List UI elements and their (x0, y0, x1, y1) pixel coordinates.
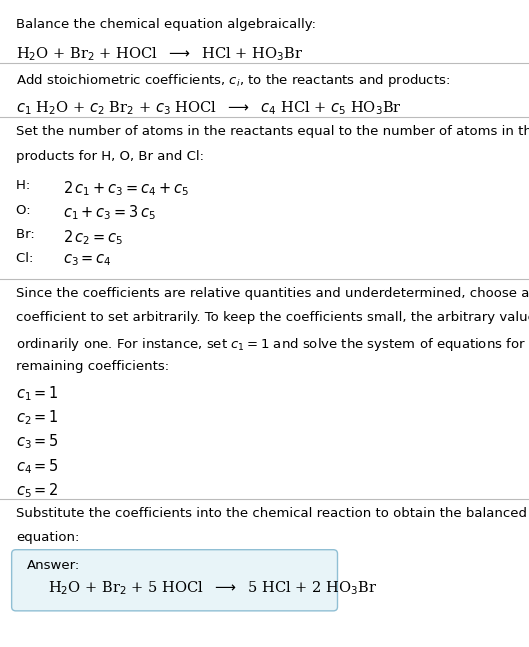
Text: Cl:: Cl: (16, 252, 38, 265)
Text: ordinarily one. For instance, set $c_1 = 1$ and solve the system of equations fo: ordinarily one. For instance, set $c_1 =… (16, 336, 529, 353)
Text: O:: O: (16, 204, 35, 217)
Text: $c_4 = 5$: $c_4 = 5$ (16, 457, 59, 476)
Text: $2\,c_2 = c_5$: $2\,c_2 = c_5$ (63, 228, 124, 247)
Text: equation:: equation: (16, 531, 79, 544)
Text: remaining coefficients:: remaining coefficients: (16, 360, 169, 373)
Text: Balance the chemical equation algebraically:: Balance the chemical equation algebraica… (16, 17, 316, 30)
Text: $c_5 = 2$: $c_5 = 2$ (16, 481, 59, 500)
Text: H:: H: (16, 179, 34, 192)
Text: Answer:: Answer: (26, 559, 80, 572)
Text: $c_2 = 1$: $c_2 = 1$ (16, 408, 59, 427)
Text: coefficient to set arbitrarily. To keep the coefficients small, the arbitrary va: coefficient to set arbitrarily. To keep … (16, 311, 529, 324)
Text: H$_2$O + Br$_2$ + 5 HOCl  $\longrightarrow$  5 HCl + 2 HO$_3$Br: H$_2$O + Br$_2$ + 5 HOCl $\longrightarro… (48, 580, 377, 597)
Text: H$_2$O + Br$_2$ + HOCl  $\longrightarrow$  HCl + HO$_3$Br: H$_2$O + Br$_2$ + HOCl $\longrightarrow$… (16, 45, 303, 63)
Text: $c_3 = c_4$: $c_3 = c_4$ (63, 252, 112, 268)
Text: $c_3 = 5$: $c_3 = 5$ (16, 433, 59, 452)
Text: Set the number of atoms in the reactants equal to the number of atoms in the: Set the number of atoms in the reactants… (16, 126, 529, 138)
Text: $c_1 = 1$: $c_1 = 1$ (16, 384, 59, 403)
Text: products for H, O, Br and Cl:: products for H, O, Br and Cl: (16, 149, 204, 162)
Text: Add stoichiometric coefficients, $c_i$, to the reactants and products:: Add stoichiometric coefficients, $c_i$, … (16, 72, 450, 89)
Text: $c_1$ H$_2$O + $c_2$ Br$_2$ + $c_3$ HOCl  $\longrightarrow$  $c_4$ HCl + $c_5$ H: $c_1$ H$_2$O + $c_2$ Br$_2$ + $c_3$ HOCl… (16, 100, 402, 117)
Text: $c_1 + c_3 = 3\,c_5$: $c_1 + c_3 = 3\,c_5$ (63, 204, 157, 223)
Text: Substitute the coefficients into the chemical reaction to obtain the balanced: Substitute the coefficients into the che… (16, 507, 527, 520)
FancyBboxPatch shape (12, 550, 338, 611)
Text: Br:: Br: (16, 228, 39, 241)
Text: Since the coefficients are relative quantities and underdetermined, choose a: Since the coefficients are relative quan… (16, 287, 529, 300)
Text: $2\,c_1 + c_3 = c_4 + c_5$: $2\,c_1 + c_3 = c_4 + c_5$ (63, 179, 190, 198)
